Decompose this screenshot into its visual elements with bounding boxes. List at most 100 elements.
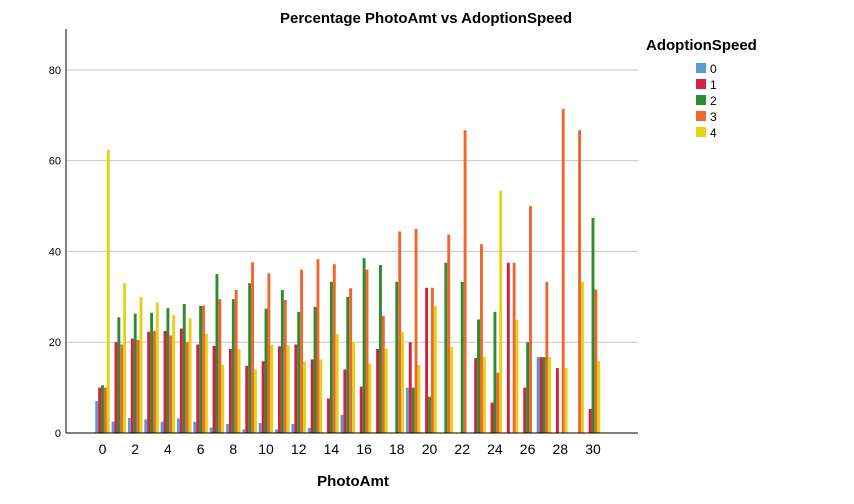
bar	[327, 398, 330, 433]
bar	[303, 361, 306, 433]
bar	[340, 414, 344, 433]
bar	[254, 369, 257, 433]
legend-entry: 3	[710, 110, 717, 124]
bar	[335, 334, 339, 433]
bar	[447, 234, 451, 433]
bar	[332, 264, 336, 433]
legend-entry: 4	[710, 126, 717, 140]
bar	[117, 317, 121, 433]
bar	[127, 418, 131, 433]
bar	[218, 299, 222, 433]
bar	[310, 359, 314, 433]
bar	[278, 346, 281, 433]
bar	[319, 359, 323, 433]
x-tick-label: 22	[454, 441, 470, 457]
bar	[179, 328, 183, 433]
legend-entry: 2	[710, 94, 717, 108]
bar	[169, 335, 173, 433]
y-tick-label: 80	[49, 65, 61, 77]
bar	[221, 364, 225, 433]
legend-swatch	[696, 127, 706, 137]
bar	[182, 304, 186, 433]
bar	[103, 387, 107, 433]
bar	[196, 344, 200, 433]
legend-swatch	[696, 111, 706, 121]
x-axis-label: PhotoAmt	[317, 473, 389, 490]
bar	[548, 357, 552, 433]
x-tick-label: 28	[553, 441, 569, 457]
bar	[251, 262, 254, 433]
bar	[267, 273, 271, 433]
bar	[234, 290, 238, 433]
bar	[512, 262, 516, 433]
bar	[144, 419, 148, 433]
bar	[480, 244, 483, 433]
bar	[490, 402, 494, 433]
bar	[95, 401, 99, 433]
x-tick-label: 20	[422, 441, 438, 457]
bar	[147, 331, 151, 433]
bar	[204, 333, 208, 433]
bar	[376, 349, 379, 433]
bar	[297, 311, 301, 433]
x-tick-label: 6	[197, 441, 205, 457]
bar	[379, 265, 382, 433]
bar	[283, 300, 287, 433]
legend-swatch	[696, 79, 706, 89]
bar	[506, 262, 510, 433]
x-tick-labels: 0 2 4 6 8 10 12 14 16 18 20 22 24 26 28 30	[99, 441, 601, 457]
bar	[300, 269, 304, 433]
bar	[329, 281, 333, 433]
y-tick-label: 20	[49, 337, 61, 349]
bar	[539, 357, 543, 433]
bar	[545, 281, 549, 433]
chart-title: Percentage PhotoAmt vs AdoptionSpeed	[280, 10, 572, 27]
legend-title: AdoptionSpeed	[646, 37, 757, 54]
bar	[460, 281, 464, 433]
bar	[482, 356, 486, 433]
bar	[581, 281, 584, 433]
bar	[597, 361, 601, 433]
bar	[414, 228, 418, 433]
bar	[499, 191, 503, 433]
bar	[231, 299, 235, 433]
bar	[384, 348, 388, 433]
legend-entry: 0	[710, 62, 717, 76]
bar	[155, 302, 159, 433]
bar	[275, 429, 278, 433]
bar	[258, 423, 262, 433]
bar	[136, 339, 140, 433]
legend-swatch	[696, 95, 706, 105]
x-tick-label: 10	[258, 441, 274, 457]
bar	[425, 287, 429, 433]
bar	[564, 368, 568, 433]
bar	[368, 363, 372, 433]
bar	[193, 421, 197, 433]
bar	[362, 258, 366, 433]
bar	[591, 217, 595, 433]
bar	[523, 387, 527, 433]
bar	[166, 308, 170, 433]
bar	[242, 429, 246, 433]
bar	[248, 283, 252, 433]
x-tick-label: 8	[229, 441, 237, 457]
bar	[209, 427, 213, 433]
bar	[237, 349, 241, 433]
bar	[536, 357, 540, 433]
bar	[430, 287, 434, 433]
bar	[270, 344, 274, 433]
x-tick-label: 16	[356, 441, 372, 457]
bar	[202, 305, 205, 433]
bar	[401, 332, 405, 433]
y-tick-label: 60	[49, 156, 61, 168]
bar	[343, 369, 347, 433]
bar	[433, 305, 437, 433]
bar	[411, 387, 415, 433]
bar	[417, 364, 421, 433]
bar	[153, 330, 156, 433]
bar	[185, 342, 189, 433]
bar	[529, 206, 532, 433]
bar	[106, 149, 110, 433]
x-tick-label: 18	[389, 441, 405, 457]
